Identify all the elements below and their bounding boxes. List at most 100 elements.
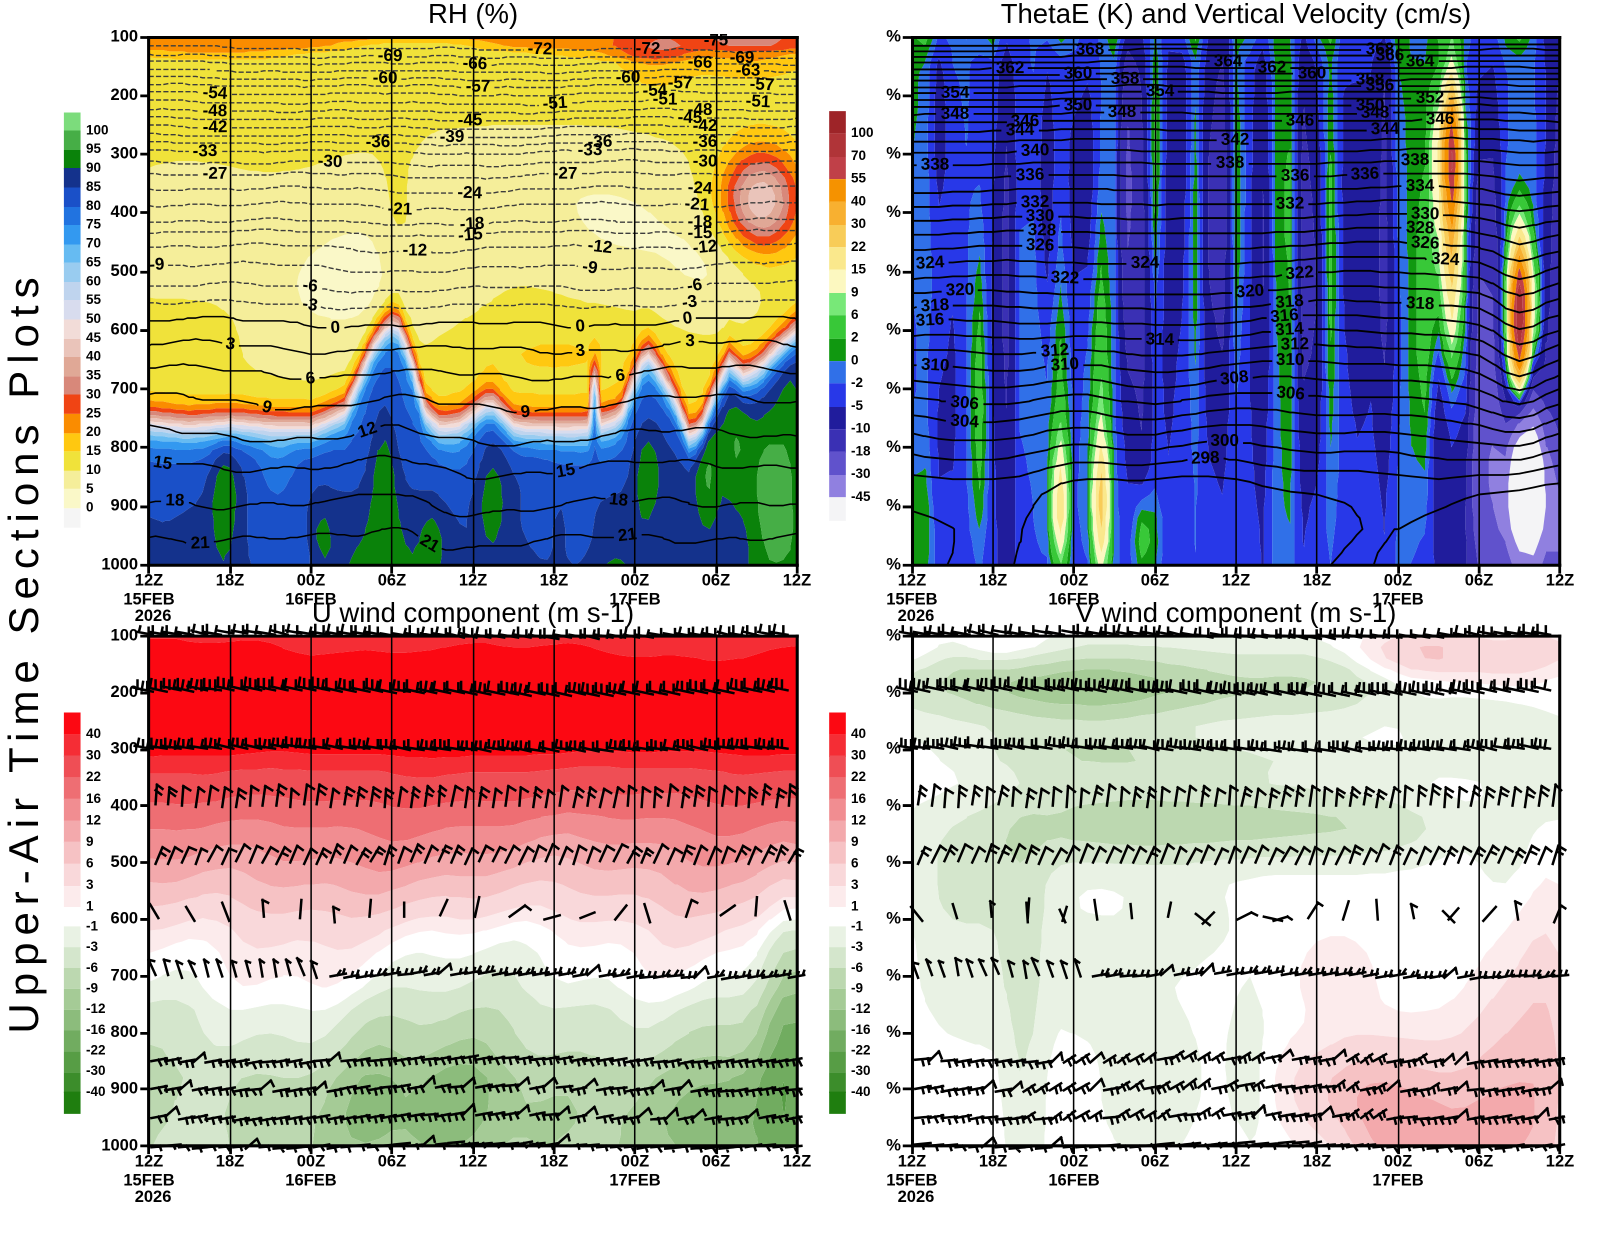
svg-text:-57: -57 [466, 77, 491, 96]
svg-text:0: 0 [86, 500, 94, 515]
svg-text:200: 200 [111, 86, 139, 104]
svg-text:20: 20 [86, 424, 101, 439]
svg-text:346: 346 [1011, 111, 1040, 131]
svg-text:6: 6 [614, 365, 626, 385]
svg-text:15FEB: 15FEB [886, 1171, 937, 1189]
svg-text:55: 55 [86, 292, 102, 307]
svg-text:348: 348 [1361, 103, 1390, 122]
svg-text:17FEB: 17FEB [1372, 590, 1423, 608]
svg-text:-3: -3 [301, 294, 319, 315]
svg-text:12Z: 12Z [783, 1152, 811, 1170]
svg-text:100: 100 [86, 122, 109, 137]
svg-text:316: 316 [915, 309, 944, 329]
svg-text:6: 6 [86, 855, 94, 870]
svg-text:332: 332 [1276, 193, 1305, 212]
svg-text:306: 306 [1276, 382, 1306, 403]
svg-text:336: 336 [1350, 163, 1379, 183]
svg-text:9: 9 [851, 834, 859, 849]
svg-text:-48: -48 [202, 101, 227, 120]
svg-text:70: 70 [86, 236, 101, 251]
svg-text:600: 600 [111, 321, 139, 339]
svg-text:12Z: 12Z [1546, 571, 1574, 589]
svg-text:-36: -36 [587, 132, 612, 152]
svg-text:6: 6 [851, 307, 859, 322]
svg-text:%: % [886, 438, 901, 456]
svg-text:18: 18 [608, 489, 629, 510]
svg-text:90: 90 [86, 160, 101, 175]
svg-text:ThetaE (K) and Vertical Veloci: ThetaE (K) and Vertical Velocity (cm/s) [1001, 0, 1471, 29]
svg-text:-45: -45 [677, 108, 703, 128]
svg-text:30: 30 [86, 748, 101, 763]
svg-text:-6: -6 [851, 960, 863, 975]
svg-text:18Z: 18Z [1303, 1152, 1331, 1170]
svg-text:360: 360 [1298, 63, 1327, 82]
svg-text:%: % [886, 321, 901, 339]
svg-text:-51: -51 [745, 91, 771, 111]
svg-text:350: 350 [1356, 95, 1385, 114]
svg-text:-42: -42 [203, 117, 228, 136]
svg-text:1: 1 [851, 899, 859, 914]
svg-text:800: 800 [111, 438, 139, 456]
svg-text:10: 10 [86, 462, 101, 477]
svg-text:-51: -51 [653, 89, 678, 108]
svg-text:-27: -27 [553, 164, 578, 183]
svg-text:330: 330 [1026, 206, 1055, 225]
svg-text:55: 55 [851, 171, 867, 186]
svg-text:3: 3 [574, 340, 586, 360]
svg-text:%: % [886, 853, 901, 871]
svg-text:2026: 2026 [898, 607, 935, 625]
svg-text:18Z: 18Z [1303, 571, 1331, 589]
svg-text:500: 500 [111, 853, 139, 871]
svg-text:00Z: 00Z [297, 1152, 325, 1170]
svg-text:6: 6 [851, 855, 859, 870]
svg-text:-75: -75 [704, 30, 729, 49]
svg-text:368: 368 [1366, 39, 1395, 58]
svg-text:-12: -12 [587, 236, 614, 258]
svg-text:85: 85 [86, 179, 102, 194]
svg-text:30: 30 [851, 216, 866, 231]
svg-text:332: 332 [1021, 192, 1050, 212]
svg-text:346: 346 [1426, 109, 1455, 128]
svg-text:75: 75 [86, 217, 102, 232]
svg-text:-24: -24 [687, 178, 713, 198]
svg-text:00Z: 00Z [297, 571, 325, 589]
svg-text:-9: -9 [86, 980, 98, 995]
svg-text:U wind component (m s-1): U wind component (m s-1) [312, 597, 634, 628]
svg-text:-39: -39 [440, 127, 465, 146]
svg-text:21: 21 [617, 524, 639, 545]
svg-text:900: 900 [111, 497, 139, 515]
svg-text:15: 15 [152, 452, 174, 474]
svg-text:100: 100 [111, 626, 139, 644]
svg-text:-51: -51 [542, 93, 569, 114]
svg-text:346: 346 [1286, 111, 1315, 130]
svg-text:364: 364 [1406, 51, 1435, 70]
svg-text:-12: -12 [402, 240, 427, 259]
svg-text:-22: -22 [851, 1042, 871, 1057]
svg-text:362: 362 [1258, 57, 1287, 76]
svg-text:-18: -18 [687, 212, 712, 231]
svg-text:362: 362 [996, 58, 1025, 77]
svg-text:25: 25 [86, 405, 102, 420]
svg-text:300: 300 [1210, 431, 1239, 450]
svg-text:16FEB: 16FEB [1048, 1171, 1099, 1189]
svg-text:40: 40 [86, 349, 101, 364]
svg-text:5: 5 [86, 481, 94, 496]
svg-text:340: 340 [1020, 140, 1049, 160]
svg-text:65: 65 [86, 254, 102, 269]
svg-text:%: % [886, 1080, 901, 1098]
svg-text:06Z: 06Z [378, 571, 406, 589]
svg-text:-57: -57 [668, 73, 693, 93]
svg-text:312: 312 [1280, 334, 1309, 354]
svg-text:300: 300 [111, 740, 139, 758]
svg-text:-60: -60 [616, 67, 641, 86]
svg-text:00Z: 00Z [621, 571, 649, 589]
svg-text:12: 12 [86, 812, 101, 827]
svg-text:12Z: 12Z [1222, 1152, 1250, 1170]
svg-text:80: 80 [86, 198, 101, 213]
svg-text:30: 30 [86, 386, 101, 401]
svg-text:326: 326 [1410, 232, 1440, 253]
svg-text:%: % [886, 555, 901, 573]
svg-text:-9: -9 [851, 980, 863, 995]
svg-text:-54: -54 [202, 83, 228, 104]
svg-text:-18: -18 [459, 213, 485, 233]
